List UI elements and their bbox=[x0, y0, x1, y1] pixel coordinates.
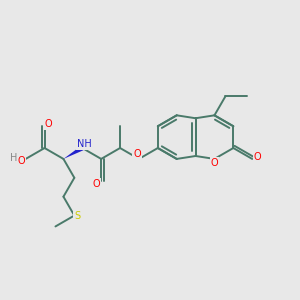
Text: S: S bbox=[74, 211, 80, 220]
Text: O: O bbox=[211, 158, 218, 168]
Text: O: O bbox=[253, 152, 261, 162]
Text: O: O bbox=[18, 156, 26, 166]
Text: O: O bbox=[45, 119, 52, 129]
Polygon shape bbox=[63, 146, 84, 159]
Text: O: O bbox=[133, 149, 141, 159]
Text: H: H bbox=[10, 153, 17, 163]
Text: NH: NH bbox=[77, 139, 92, 149]
Text: O: O bbox=[92, 179, 100, 189]
